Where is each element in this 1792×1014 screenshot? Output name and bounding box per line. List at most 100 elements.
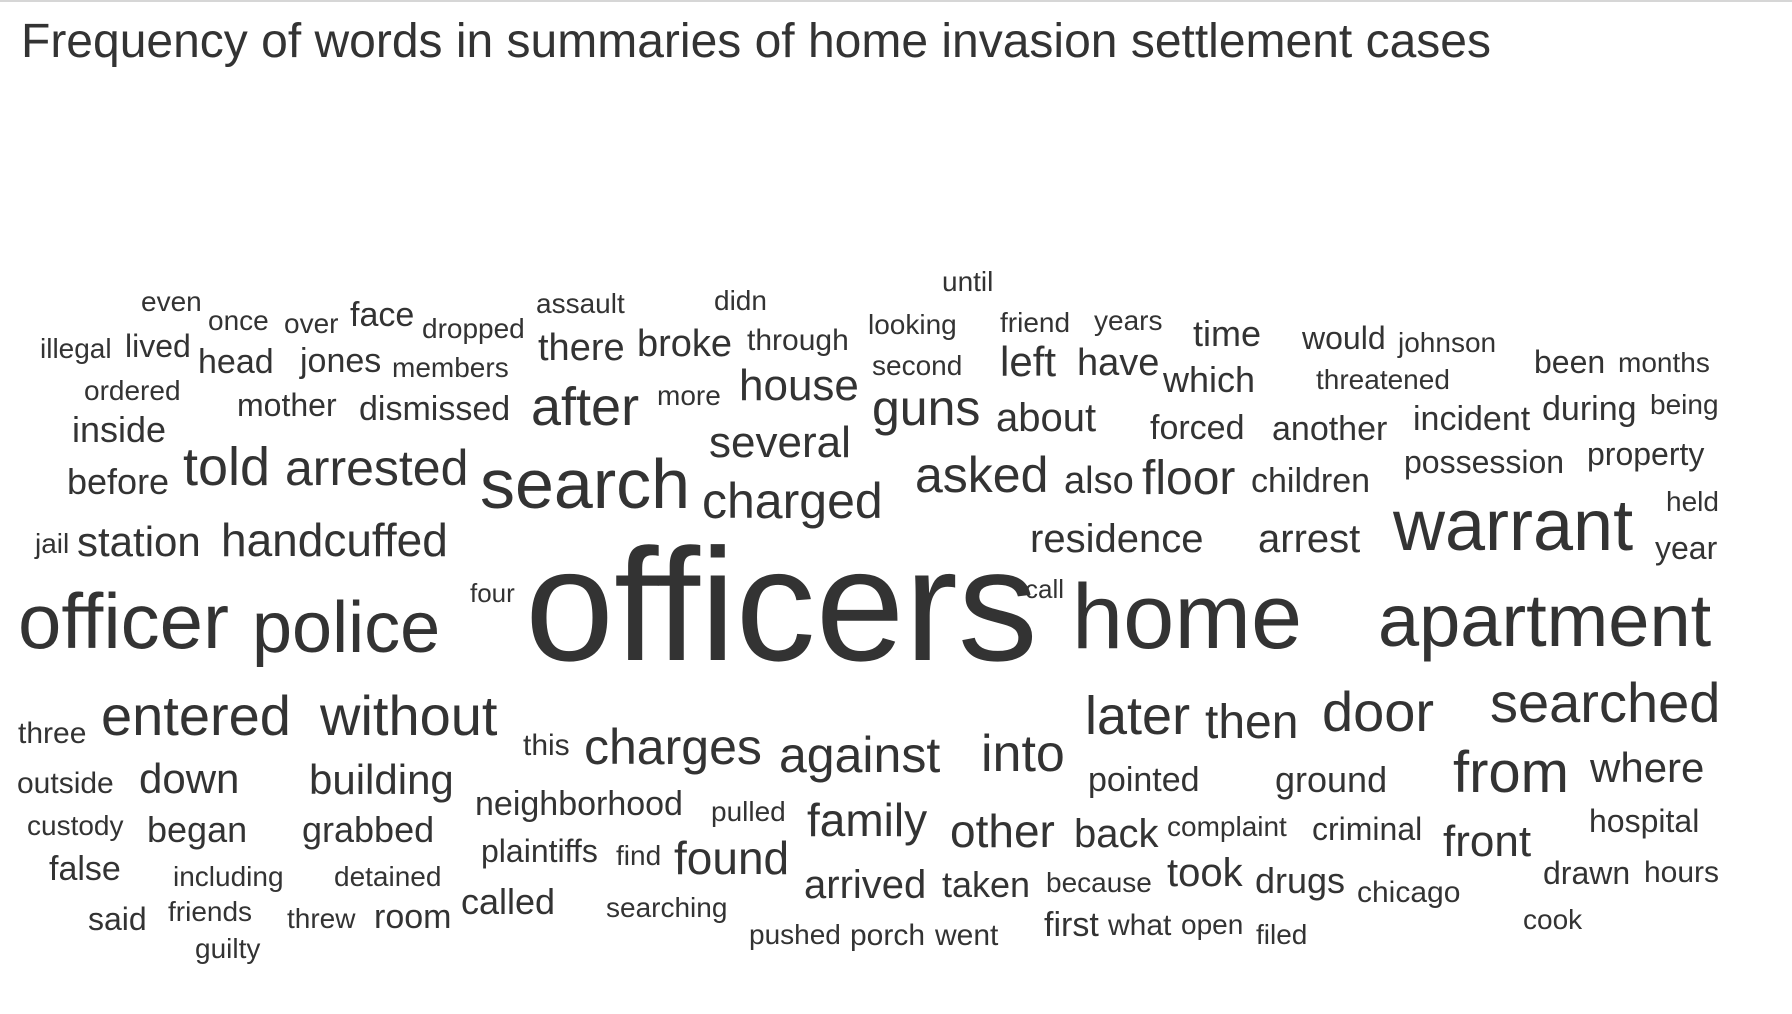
word-about: about [996, 396, 1096, 440]
word-into: into [981, 725, 1065, 783]
word-friend: friend [1000, 307, 1070, 338]
word-once: once [208, 305, 269, 336]
word-without: without [319, 684, 498, 747]
word-arrested: arrested [285, 440, 468, 496]
word-jones: jones [299, 342, 381, 380]
word-friends: friends [168, 896, 252, 927]
word-forced: forced [1150, 409, 1245, 447]
word-left: left [1000, 338, 1056, 385]
word-guns: guns [872, 380, 980, 436]
word-officers: officers [525, 515, 1038, 694]
word-until: until [942, 266, 993, 297]
word-inside: inside [72, 409, 166, 450]
word-second: second [872, 350, 962, 381]
word-also: also [1064, 460, 1134, 502]
word-after: after [531, 377, 639, 437]
word-ordered: ordered [84, 375, 181, 406]
word-threw: threw [287, 903, 356, 934]
word-said: said [88, 901, 147, 937]
word-being: being [1650, 389, 1719, 420]
word-find: find [616, 840, 661, 871]
word-before: before [67, 461, 169, 502]
word-residence: residence [1030, 517, 1203, 561]
word-where: where [1589, 744, 1704, 791]
word-johnson: johnson [1397, 327, 1496, 358]
word-been: been [1534, 344, 1605, 380]
word-property: property [1587, 436, 1704, 472]
word-dismissed: dismissed [359, 390, 510, 428]
word-cook: cook [1523, 904, 1583, 935]
word-false: false [49, 850, 121, 888]
word-face: face [350, 296, 414, 334]
word-other: other [950, 805, 1055, 857]
word-took: took [1167, 851, 1244, 895]
word-criminal: criminal [1312, 811, 1422, 847]
word-front: front [1443, 817, 1531, 866]
word-found: found [674, 832, 789, 884]
word-charged: charged [702, 473, 883, 529]
word-back: back [1074, 812, 1159, 856]
word-call: call [1025, 574, 1064, 604]
word-drawn: drawn [1543, 855, 1630, 891]
word-illegal: illegal [40, 333, 112, 364]
word-assault: assault [536, 288, 625, 319]
word-time: time [1193, 313, 1261, 354]
word-searched: searched [1490, 671, 1720, 734]
word-held: held [1666, 486, 1719, 517]
word-arrived: arrived [804, 863, 926, 907]
word-told: told [183, 437, 270, 497]
word-hours: hours [1644, 856, 1719, 889]
word-room: room [374, 898, 451, 936]
word-chicago: chicago [1357, 876, 1460, 909]
word-handcuffed: handcuffed [221, 514, 448, 566]
word-against: against [779, 727, 940, 783]
word-warrant: warrant [1392, 486, 1633, 566]
word-what: what [1107, 909, 1172, 942]
chart-title: Frequency of words in summaries of home … [21, 15, 1491, 68]
word-several: several [709, 418, 851, 467]
word-looking: looking [868, 309, 957, 340]
word-filed: filed [1256, 919, 1307, 950]
word-officer: officer [18, 577, 229, 665]
word-then: then [1205, 696, 1298, 749]
word-ground: ground [1275, 759, 1387, 800]
word-possession: possession [1404, 444, 1564, 480]
word-drugs: drugs [1255, 860, 1345, 901]
word-went: went [934, 919, 999, 952]
word-house: house [739, 361, 859, 410]
word-down: down [139, 755, 239, 802]
word-open: open [1181, 909, 1243, 940]
word-charges: charges [584, 719, 762, 775]
word-during: during [1542, 390, 1637, 428]
word-taken: taken [942, 864, 1030, 905]
word-search: search [480, 445, 690, 523]
word-pushed: pushed [749, 919, 841, 950]
word-dropped: dropped [422, 313, 525, 344]
word-entered: entered [101, 684, 291, 747]
word-this: this [523, 729, 570, 762]
word-later: later [1085, 686, 1190, 746]
word-home: home [1072, 566, 1302, 668]
word-family: family [807, 794, 927, 846]
word-members: members [392, 352, 509, 383]
word-through: through [747, 324, 849, 357]
word-didn: didn [714, 285, 767, 316]
word-called: called [461, 881, 555, 922]
word-more: more [657, 380, 721, 411]
word-complaint: complaint [1167, 811, 1287, 842]
word-lived: lived [125, 328, 191, 364]
word-three: three [18, 717, 86, 750]
word-searching: searching [606, 892, 727, 923]
word-four: four [470, 578, 515, 608]
word-would: would [1301, 320, 1386, 356]
word-another: another [1272, 410, 1387, 448]
word-mother: mother [237, 387, 337, 423]
word-began: began [147, 809, 247, 850]
word-asked: asked [915, 447, 1048, 503]
word-year: year [1655, 530, 1718, 566]
word-years: years [1094, 305, 1162, 336]
word-pointed: pointed [1088, 761, 1200, 799]
word-threatened: threatened [1316, 364, 1450, 395]
word-outside: outside [17, 767, 114, 800]
